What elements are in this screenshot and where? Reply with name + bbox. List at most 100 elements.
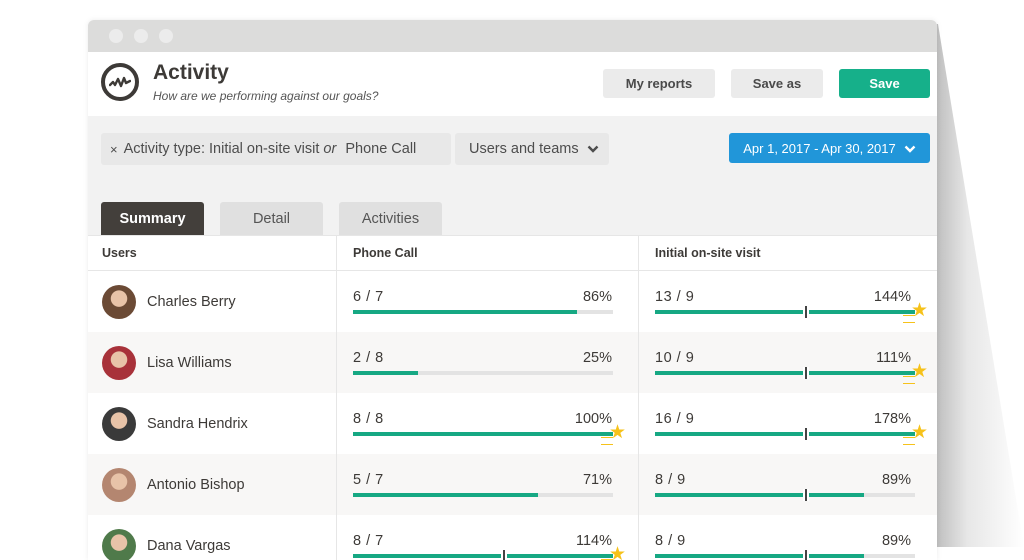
user-cell: Dana Vargas [88,515,337,560]
my-reports-button[interactable]: My reports [603,69,715,98]
filter-bar: × Activity type: Initial on-site visit o… [88,116,937,235]
speed-lines-icon [903,376,915,384]
users-and-teams-dropdown[interactable]: Users and teams [455,133,609,165]
initial-visit-ratio: 13 / 9 [655,289,694,305]
speed-lines-icon [601,437,613,445]
remove-filter-icon[interactable]: × [110,142,118,157]
window-maximize-dot[interactable] [159,29,173,43]
initial-visit-ratio: 8 / 9 [655,472,686,488]
phone-call-cell: 5 / 7 71% [337,454,639,515]
user-cell: Charles Berry [88,271,337,332]
avatar [102,346,136,380]
chevron-down-icon [904,141,916,156]
app-window: Activity How are we performing against o… [88,20,937,560]
page-subtitle: How are we performing against our goals? [153,89,378,103]
date-range-label: Apr 1, 2017 - Apr 30, 2017 [743,141,896,156]
initial-visit-ratio: 16 / 9 [655,411,694,427]
table-row[interactable]: Dana Vargas 8 / 7 114% ★ 8 / 9 89% [88,515,937,560]
user-cell: Lisa Williams [88,332,337,393]
avatar [102,529,136,560]
page-title: Activity [153,61,229,85]
avatar [102,468,136,502]
user-name[interactable]: Sandra Hendrix [147,416,248,432]
page-curl-shadow [930,24,1024,547]
date-range-picker[interactable]: Apr 1, 2017 - Apr 30, 2017 [729,133,930,163]
initial-visit-percent: 144% [874,289,911,305]
initial-visit-cell: 16 / 9 178% ★ [639,393,937,454]
user-cell: Sandra Hendrix [88,393,337,454]
save-button[interactable]: Save [839,69,930,98]
user-name[interactable]: Charles Berry [147,294,236,310]
phone-call-ratio: 6 / 7 [353,289,384,305]
phone-call-cell: 2 / 8 25% [337,332,639,393]
initial-visit-percent: 178% [874,411,911,427]
phone-call-percent: 71% [583,472,612,488]
activity-type-second: Phone Call [345,141,416,157]
initial-visit-cell: 10 / 9 111% ★ [639,332,937,393]
goal-marker [803,428,809,440]
phone-call-ratio: 5 / 7 [353,472,384,488]
table-row[interactable]: Sandra Hendrix 8 / 8 100% ★ 16 / 9 178% … [88,393,937,454]
phone-call-progress-bar [353,310,613,314]
phone-call-percent: 25% [583,350,612,366]
table-row[interactable]: Antonio Bishop 5 / 7 71% 8 / 9 89% [88,454,937,515]
initial-visit-progress-bar [655,554,915,558]
initial-visit-cell: 13 / 9 144% ★ [639,271,937,332]
speed-lines-icon [903,437,915,445]
phone-call-progress-bar [353,493,613,497]
initial-visit-progress-bar [655,493,915,497]
phone-call-progress-bar [353,554,613,558]
table-body: Charles Berry 6 / 7 86% 13 / 9 144% ★ Li… [88,271,937,560]
avatar [102,285,136,319]
goal-marker [501,550,507,560]
phone-call-cell: 6 / 7 86% [337,271,639,332]
column-header-phone-call[interactable]: Phone Call [337,236,639,270]
activity-type-filter-chip[interactable]: × Activity type: Initial on-site visit o… [101,133,451,165]
window-titlebar [88,20,937,52]
initial-visit-progress-bar [655,371,915,375]
initial-visit-percent: 111% [876,350,911,366]
table-row[interactable]: Lisa Williams 2 / 8 25% 10 / 9 111% ★ [88,332,937,393]
chevron-down-icon [587,141,599,157]
phone-call-ratio: 8 / 8 [353,411,384,427]
users-and-teams-label: Users and teams [469,141,579,157]
activity-type-label: Activity type: Initial on-site visit [124,141,320,157]
phone-call-progress-bar [353,432,613,436]
goal-marker [803,367,809,379]
initial-visit-progress-bar [655,310,915,314]
user-cell: Antonio Bishop [88,454,337,515]
initial-visit-cell: 8 / 9 89% [639,454,937,515]
summary-table: Users Phone Call Initial on-site visit C… [88,235,937,560]
table-header: Users Phone Call Initial on-site visit [88,236,937,271]
goal-marker [803,489,809,501]
or-label: or [323,141,336,157]
column-header-users[interactable]: Users [88,236,337,270]
goal-exceeded-star-icon: ★ [609,545,626,560]
table-row[interactable]: Charles Berry 6 / 7 86% 13 / 9 144% ★ [88,271,937,332]
user-name[interactable]: Antonio Bishop [147,477,245,493]
avatar [102,407,136,441]
tab-summary[interactable]: Summary [101,202,204,235]
initial-visit-progress-bar [655,432,915,436]
save-as-button[interactable]: Save as [731,69,823,98]
goal-marker [803,306,809,318]
activity-pulse-icon [101,63,139,101]
page-header: Activity How are we performing against o… [88,52,937,116]
user-name[interactable]: Lisa Williams [147,355,232,371]
phone-call-cell: 8 / 7 114% ★ [337,515,639,560]
window-minimize-dot[interactable] [134,29,148,43]
phone-call-ratio: 2 / 8 [353,350,384,366]
tab-activities[interactable]: Activities [339,202,442,235]
phone-call-percent: 100% [575,411,612,427]
goal-marker [803,550,809,560]
initial-visit-cell: 8 / 9 89% [639,515,937,560]
user-name[interactable]: Dana Vargas [147,538,231,554]
initial-visit-ratio: 10 / 9 [655,350,694,366]
initial-visit-percent: 89% [882,472,911,488]
speed-lines-icon [903,315,915,323]
phone-call-cell: 8 / 8 100% ★ [337,393,639,454]
column-header-initial-visit[interactable]: Initial on-site visit [639,236,937,270]
tab-detail[interactable]: Detail [220,202,323,235]
phone-call-percent: 86% [583,289,612,305]
window-close-dot[interactable] [109,29,123,43]
